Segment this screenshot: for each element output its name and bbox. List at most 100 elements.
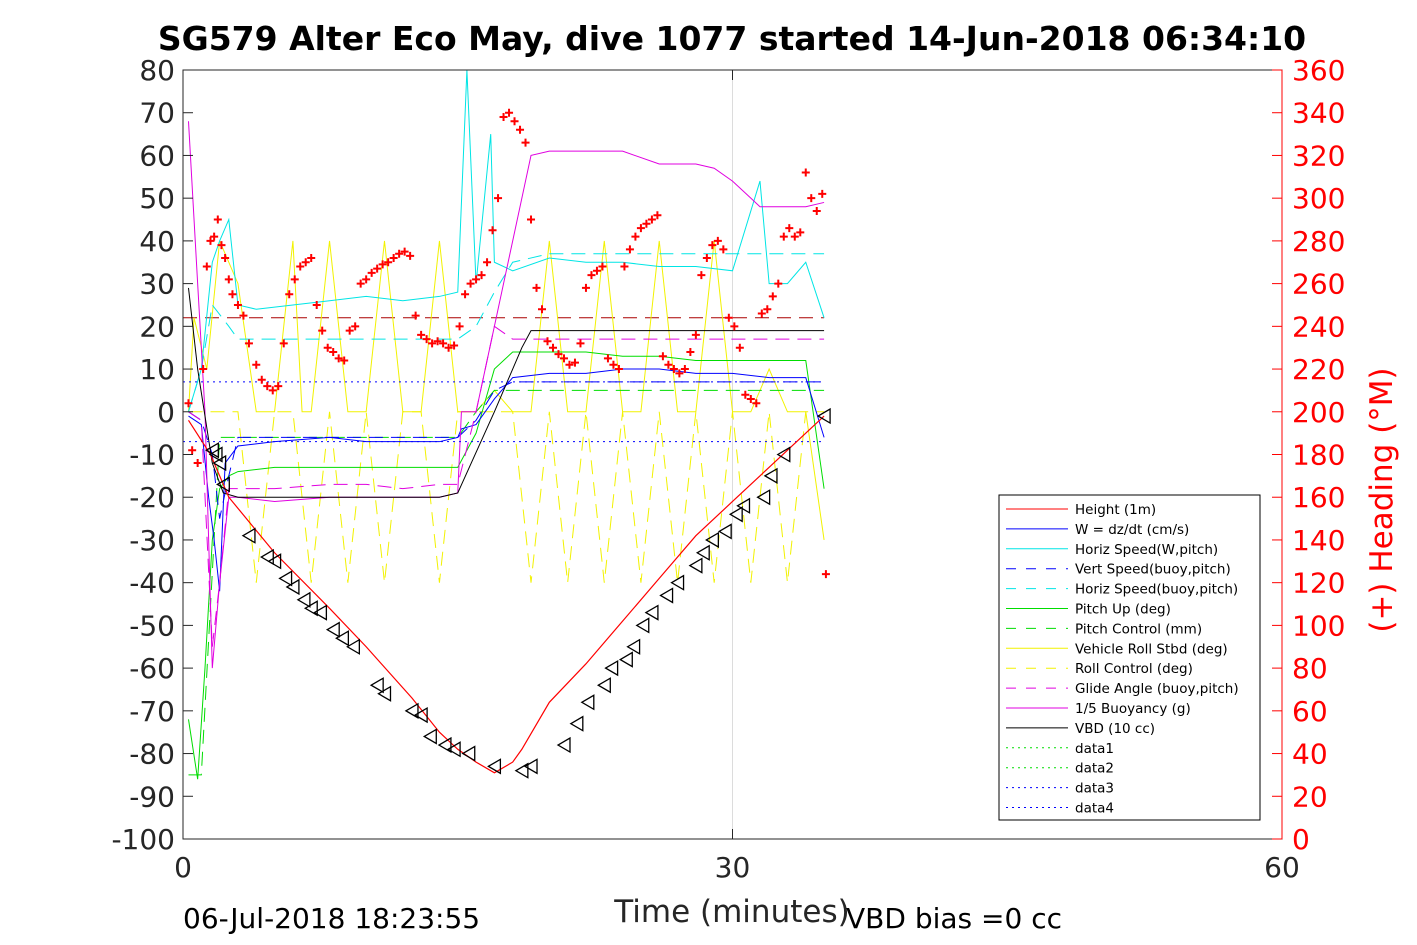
heading-point — [210, 232, 219, 241]
y-tick-label: 70 — [139, 97, 175, 130]
heading-point — [477, 271, 486, 280]
legend-label-pitch-up-deg: Pitch Up (deg) — [1075, 602, 1171, 618]
depth-marker — [313, 604, 328, 621]
series-line-pitch-up-deg — [188, 351, 825, 780]
heading-point — [581, 283, 590, 292]
heading-point — [406, 251, 415, 260]
depth-marker — [626, 638, 641, 655]
y2-tick-label: 0 — [1292, 823, 1310, 856]
legend-label-w-dz-dt-cm-s: W = dz/dt (cm/s) — [1075, 522, 1189, 538]
heading-point — [565, 360, 574, 369]
heading-point — [812, 206, 821, 215]
heading-point — [301, 258, 310, 267]
heading-point — [244, 339, 253, 348]
y-tick-label: -40 — [129, 567, 175, 600]
heading-point — [768, 292, 777, 301]
depth-marker — [422, 728, 437, 745]
y2-tick-label: 300 — [1292, 182, 1345, 215]
heading-point — [356, 279, 365, 288]
depth-marker — [216, 476, 230, 493]
heading-point — [334, 354, 343, 363]
depth-marker — [259, 548, 274, 566]
y-tick-label: 20 — [139, 310, 175, 343]
y2-tick-label: 100 — [1292, 609, 1345, 642]
depth-marker — [461, 745, 476, 762]
legend-label-roll-control-deg: Roll Control (deg) — [1075, 661, 1193, 677]
y2-tick-label: 320 — [1292, 139, 1345, 172]
heading-point — [483, 258, 492, 267]
legend-label-data2: data2 — [1075, 761, 1114, 777]
heading-point — [821, 570, 830, 579]
depth-marker — [437, 736, 452, 754]
heading-point — [439, 339, 448, 348]
heading-point — [199, 365, 208, 374]
y2-tick-label: 120 — [1292, 567, 1345, 600]
y-tick-label: -50 — [129, 609, 175, 642]
heading-point — [625, 245, 634, 254]
series-line-horiz-speed-buoy-pitch — [188, 253, 825, 412]
heading-point — [351, 322, 360, 331]
depth-marker — [596, 677, 611, 694]
x-tick-label: 60 — [1264, 851, 1300, 884]
y-tick-label: -80 — [129, 738, 175, 771]
heading-point — [592, 266, 601, 275]
heading-point — [801, 168, 810, 177]
depth-marker — [816, 407, 831, 425]
y2-tick-label: 160 — [1292, 481, 1345, 514]
heading-point — [224, 275, 233, 284]
heading-point — [664, 360, 673, 369]
heading-point — [494, 194, 503, 203]
y-tick-label: 40 — [139, 225, 175, 258]
heading-point — [257, 375, 266, 384]
depth-marker — [556, 736, 571, 754]
heading-point — [312, 300, 321, 309]
heading-point — [188, 446, 197, 455]
depth-marker — [241, 527, 256, 544]
y2-tick-label: 260 — [1292, 268, 1345, 301]
depth-marker — [756, 489, 771, 506]
heading-point — [702, 253, 711, 262]
heading-point — [576, 339, 585, 348]
heading-point — [389, 253, 398, 262]
heading-point — [444, 343, 453, 352]
right-axis-label: (+) Heading (°M) — [1364, 367, 1400, 632]
heading-point — [505, 108, 514, 117]
heading-point — [603, 354, 612, 363]
heading-point — [307, 253, 316, 262]
y-tick-label: -90 — [129, 780, 175, 813]
heading-point — [609, 360, 618, 369]
heading-point — [790, 232, 799, 241]
heading-point — [384, 258, 393, 267]
chart-title: SG579 Alter Eco May, dive 1077 started 1… — [158, 19, 1306, 58]
y2-tick-label: 40 — [1292, 738, 1328, 771]
y2-tick-label: 220 — [1292, 353, 1345, 386]
heading-point — [252, 360, 261, 369]
depth-marker — [604, 659, 619, 677]
y2-tick-label: 200 — [1292, 396, 1345, 429]
heading-point — [472, 275, 481, 284]
legend-label-data3: data3 — [1075, 781, 1114, 797]
heading-point — [818, 189, 827, 198]
heading-point — [746, 394, 755, 403]
heading-point — [796, 228, 805, 237]
heading-point — [285, 290, 294, 299]
heading-point — [669, 365, 678, 374]
depth-marker — [208, 446, 223, 463]
heading-point — [417, 330, 426, 339]
heading-point — [296, 262, 305, 271]
legend-label-vehicle-roll-stbd-deg: Vehicle Roll Stbd (deg) — [1075, 641, 1228, 657]
heading-point — [323, 343, 332, 352]
heading-point — [221, 253, 230, 262]
y2-tick-label: 240 — [1292, 310, 1345, 343]
axis-ticks: 0 30 6080706050403020100-10-20-30-40-50-60… — [111, 54, 1345, 884]
depth-marker — [705, 531, 720, 549]
heading-point — [461, 290, 470, 299]
heading-point — [735, 343, 744, 352]
x-tick-label: 0 — [174, 851, 192, 884]
depth-marker — [212, 454, 227, 472]
heading-point — [807, 194, 816, 203]
heading-point — [488, 226, 497, 235]
heading-point — [395, 249, 404, 258]
depth-marker — [728, 506, 743, 523]
y-tick-label: 80 — [139, 54, 175, 87]
